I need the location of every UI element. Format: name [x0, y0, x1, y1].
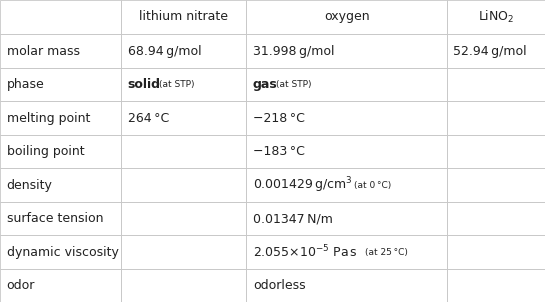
Bar [0, 169, 121, 202]
Text: dynamic viscosity: dynamic viscosity [7, 246, 118, 259]
Bar [121, 236, 246, 269]
Bar [121, 34, 246, 68]
Text: (at 0 °C): (at 0 °C) [354, 181, 391, 190]
Bar [246, 34, 447, 68]
Bar [121, 0, 246, 34]
Bar [121, 135, 246, 168]
Bar [447, 202, 545, 236]
Bar [447, 101, 545, 135]
Bar [121, 169, 246, 202]
Text: odor: odor [7, 279, 35, 292]
Text: phase: phase [7, 78, 44, 91]
Bar [447, 269, 545, 302]
Bar [246, 0, 447, 34]
Text: odorless: odorless [253, 279, 306, 292]
Text: boiling point: boiling point [7, 145, 84, 158]
Bar [121, 269, 246, 302]
Bar [447, 169, 545, 202]
Bar [0, 101, 121, 135]
Text: 68.94 g/mol: 68.94 g/mol [128, 44, 201, 58]
Text: (at 25 °C): (at 25 °C) [365, 248, 408, 257]
Text: density: density [7, 178, 52, 192]
Text: 0.01347 N/m: 0.01347 N/m [253, 212, 333, 225]
Text: (at STP): (at STP) [159, 80, 195, 89]
Text: 52.94 g/mol: 52.94 g/mol [453, 44, 527, 58]
Text: solid: solid [128, 78, 161, 91]
Text: oxygen: oxygen [324, 10, 370, 24]
Bar [246, 101, 447, 135]
Bar [0, 68, 121, 101]
Text: 2.055$\times$10$^{-5}$ Pa$\,$s: 2.055$\times$10$^{-5}$ Pa$\,$s [253, 244, 358, 260]
Text: melting point: melting point [7, 111, 90, 125]
Bar [246, 135, 447, 168]
Bar [246, 236, 447, 269]
Text: molar mass: molar mass [7, 44, 80, 58]
Text: −183 °C: −183 °C [253, 145, 305, 158]
Text: 0.001429$\,$g/cm$^3$: 0.001429$\,$g/cm$^3$ [253, 175, 353, 195]
Text: 31.998 g/mol: 31.998 g/mol [253, 44, 335, 58]
Text: −218 °C: −218 °C [253, 111, 305, 125]
Bar [447, 0, 545, 34]
Bar [121, 101, 246, 135]
Bar [0, 202, 121, 236]
Bar [447, 68, 545, 101]
Bar [0, 269, 121, 302]
Bar [0, 236, 121, 269]
Bar [447, 34, 545, 68]
Bar [447, 236, 545, 269]
Bar [246, 68, 447, 101]
Text: lithium nitrate: lithium nitrate [139, 10, 228, 24]
Text: (at STP): (at STP) [276, 80, 311, 89]
Bar [246, 269, 447, 302]
Bar [246, 169, 447, 202]
Bar [246, 202, 447, 236]
Text: LiNO$_2$: LiNO$_2$ [478, 9, 514, 25]
Bar [121, 202, 246, 236]
Bar [0, 34, 121, 68]
Text: surface tension: surface tension [7, 212, 103, 225]
Bar [121, 68, 246, 101]
Bar [0, 0, 121, 34]
Text: 264 °C: 264 °C [128, 111, 169, 125]
Bar [447, 135, 545, 168]
Bar [0, 135, 121, 168]
Text: gas: gas [253, 78, 277, 91]
